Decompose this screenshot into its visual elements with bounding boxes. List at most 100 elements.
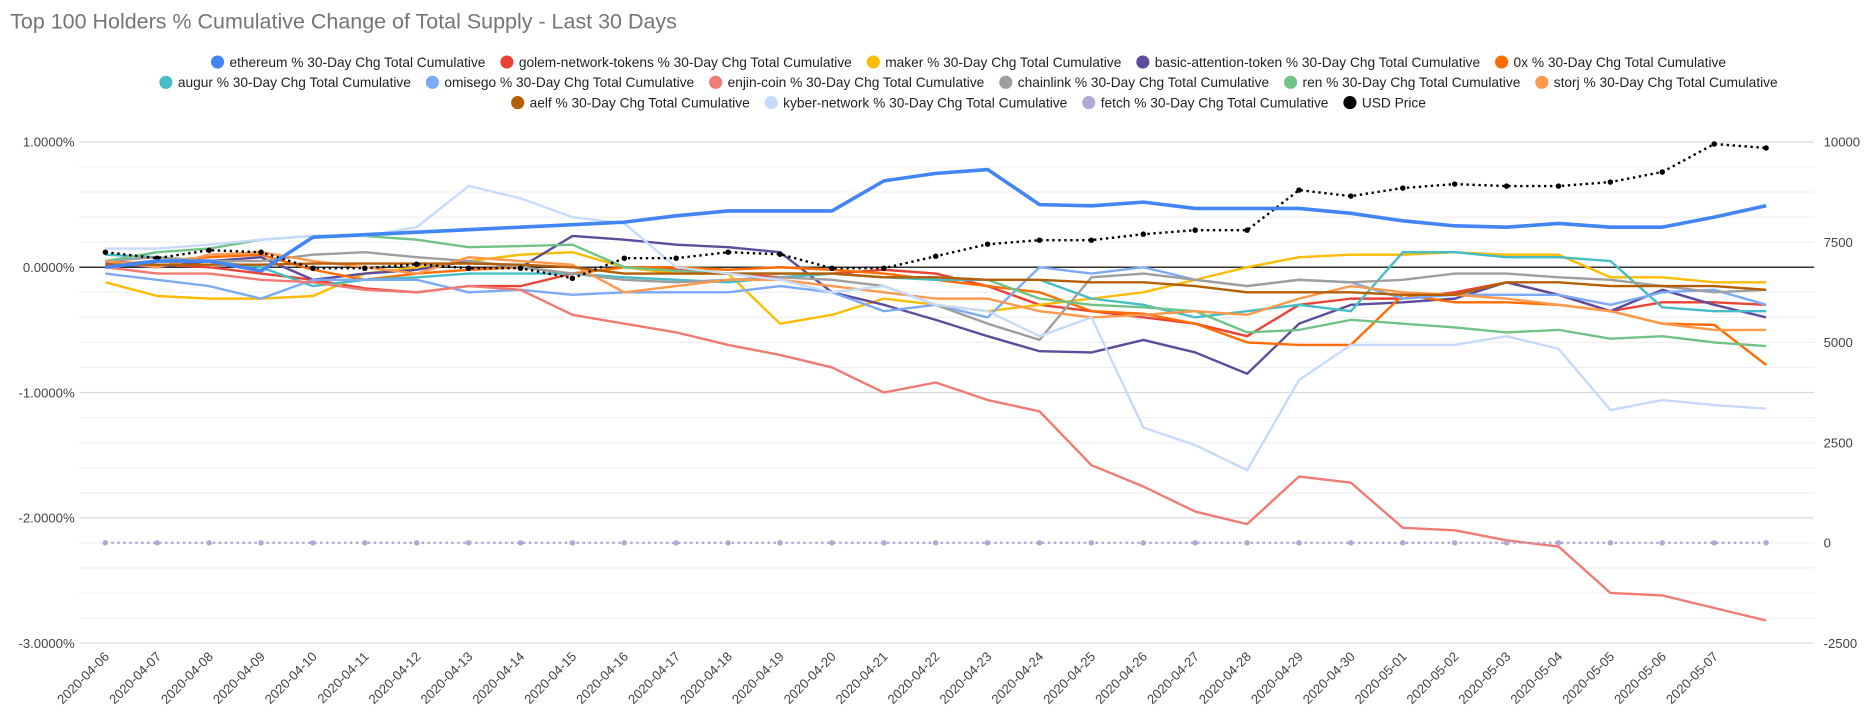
legend-swatch: [764, 96, 778, 110]
legend-label: ren % 30-Day Chg Total Cumulative: [1303, 75, 1521, 90]
legend-item: augur % 30-Day Chg Total Cumulative: [159, 75, 411, 90]
series-point: [932, 253, 939, 259]
legend-swatch: [1535, 75, 1549, 89]
legend-item: chainlink % 30-Day Chg Total Cumulative: [999, 75, 1269, 90]
series-point: [777, 540, 783, 546]
series-point: [1088, 237, 1095, 243]
legend-label: enjin-coin % 30-Day Chg Total Cumulative: [728, 75, 985, 90]
series-point: [102, 540, 109, 546]
series-point: [1763, 145, 1769, 151]
legend-label: augur % 30-Day Chg Total Cumulative: [178, 75, 411, 90]
legend-swatch: [1136, 55, 1150, 69]
legend-swatch: [210, 55, 225, 69]
legend-label: golem-network-tokens % 30-Day Chg Total …: [519, 55, 852, 70]
y2-tick-label: 2500: [1824, 435, 1853, 450]
series-line: [105, 167, 1767, 273]
legend-label: ethereum % 30-Day Chg Total Cumulative: [229, 55, 485, 70]
series-point: [1140, 540, 1147, 546]
y2-tick-label: 5000: [1824, 335, 1853, 350]
series-point: [1348, 540, 1354, 546]
series-point: [725, 249, 731, 255]
y-tick-label: -3.0000%: [18, 636, 74, 651]
series-point: [1503, 183, 1510, 189]
series-point: [932, 540, 939, 546]
series-line: [105, 251, 1767, 332]
series-point: [1607, 179, 1614, 185]
series-point: [621, 255, 628, 261]
series-point: [1711, 540, 1717, 546]
series-point: [1555, 183, 1562, 189]
legend-item: omisego % 30-Day Chg Total Cumulative: [425, 75, 695, 90]
series-point: [1088, 540, 1095, 546]
series-point: [984, 540, 991, 546]
y-tick-label: 0.0000%: [23, 260, 75, 275]
legend-swatch: [159, 75, 173, 89]
y2-tick-label: 10000: [1824, 135, 1860, 150]
series-point: [1140, 231, 1147, 237]
series-point: [1451, 181, 1458, 187]
legend-label: 0x % 30-Day Chg Total Cumulative: [1514, 55, 1727, 70]
series-point: [1192, 540, 1198, 546]
legend-label: fetch % 30-Day Chg Total Cumulative: [1101, 95, 1329, 110]
series-point: [1763, 540, 1769, 546]
series-line: [105, 262, 1767, 297]
series-point: [413, 261, 420, 267]
legend-item: maker % 30-Day Chg Total Cumulative: [866, 55, 1122, 70]
legend-swatch: [709, 75, 723, 89]
legend-swatch: [1343, 96, 1357, 110]
legend-label: maker % 30-Day Chg Total Cumulative: [885, 55, 1121, 70]
series-point: [1400, 185, 1406, 191]
series-point: [673, 255, 679, 261]
legend-item: ethereum % 30-Day Chg Total Cumulative: [210, 55, 486, 70]
series-point: [310, 540, 316, 546]
legend-swatch: [1495, 55, 1509, 69]
series-point: [1296, 540, 1302, 546]
series-point: [1659, 169, 1666, 175]
series-point: [1348, 193, 1354, 199]
series-point: [1555, 540, 1562, 546]
legend-label: basic-attention-token % 30-Day Chg Total…: [1155, 55, 1481, 70]
legend-label: kyber-network % 30-Day Chg Total Cumulat…: [783, 95, 1068, 110]
series-point: [362, 540, 368, 546]
legend-item: golem-network-tokens % 30-Day Chg Total …: [500, 55, 852, 70]
y2-tick-label: 7500: [1824, 235, 1853, 250]
series-point: [1296, 187, 1302, 193]
series-point: [1451, 540, 1458, 546]
legend-item: kyber-network % 30-Day Chg Total Cumulat…: [764, 95, 1068, 110]
legend-item: aelf % 30-Day Chg Total Cumulative: [511, 95, 750, 110]
series-point: [777, 251, 783, 257]
series-point: [1659, 540, 1666, 546]
series-point: [1503, 540, 1510, 546]
series-point: [673, 540, 679, 546]
series-point: [465, 540, 472, 546]
series-point: [102, 249, 109, 255]
legend-item: enjin-coin % 30-Day Chg Total Cumulative: [709, 75, 985, 90]
legend-label: omisego % 30-Day Chg Total Cumulative: [444, 75, 694, 90]
series-point: [1400, 540, 1406, 546]
y-tick-label: -2.0000%: [18, 511, 74, 526]
series-point: [569, 540, 576, 546]
legend-swatch: [1082, 96, 1096, 110]
series-point: [413, 540, 420, 546]
series-point: [154, 540, 160, 546]
legend-label: storj % 30-Day Chg Total Cumulative: [1554, 75, 1778, 90]
legend-item: USD Price: [1343, 95, 1426, 110]
plot-area: [102, 141, 1769, 622]
series-point: [465, 265, 472, 271]
series-point: [881, 540, 887, 546]
series-point: [517, 540, 524, 546]
series-point: [829, 540, 835, 546]
legend-item: basic-attention-token % 30-Day Chg Total…: [1136, 55, 1480, 70]
y2-tick-label: 0: [1824, 536, 1831, 551]
legend-label: chainlink % 30-Day Chg Total Cumulative: [1018, 75, 1270, 90]
series-point: [1244, 540, 1250, 546]
legend-swatch: [500, 55, 514, 69]
series-point: [881, 265, 887, 271]
chart-title: Top 100 Holders % Cumulative Change of T…: [10, 10, 677, 34]
legend-swatch: [866, 55, 880, 69]
series-point: [206, 247, 212, 253]
series-line: [105, 234, 1767, 375]
y2-tick-label: -2500: [1824, 636, 1858, 651]
